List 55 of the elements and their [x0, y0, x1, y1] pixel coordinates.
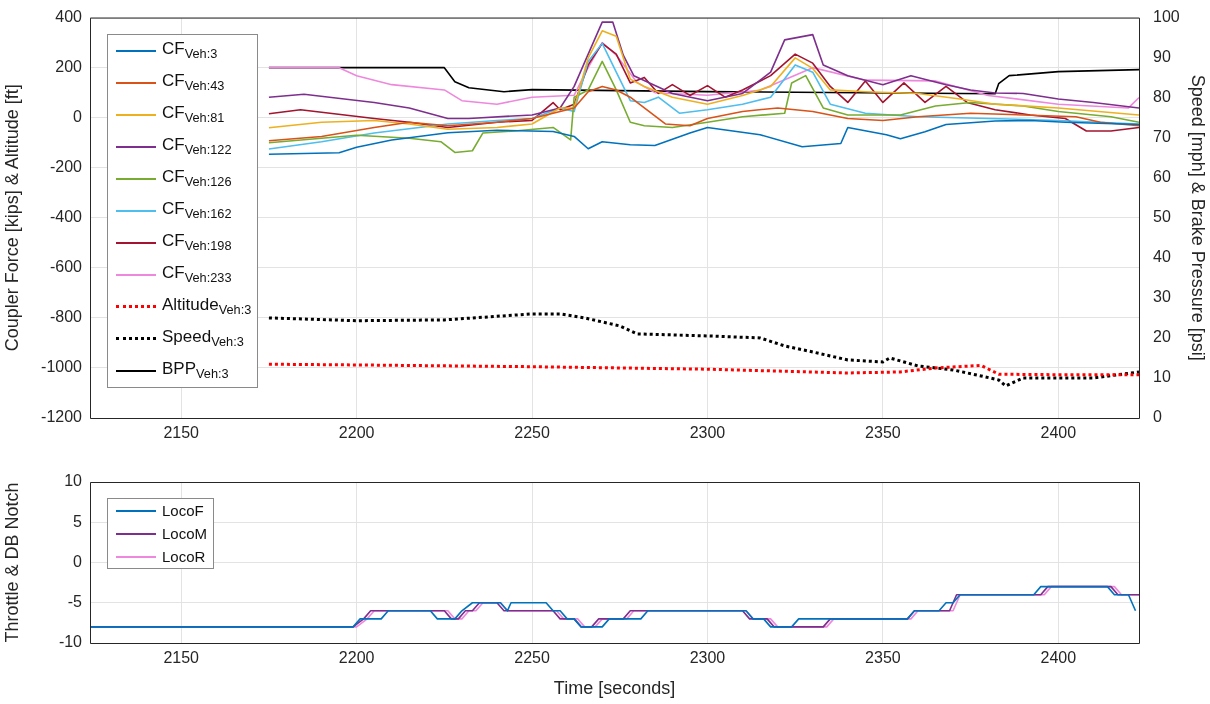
y-tick-label: 400 — [55, 8, 83, 26]
legend-label: CF$_{Veh:122}$ — [162, 135, 233, 158]
x-tick-label: 2350 — [865, 649, 901, 667]
legend-label: LocoF — [162, 502, 205, 519]
x-tick-label: 2200 — [338, 649, 375, 667]
x-tick-label: 2400 — [1040, 424, 1077, 442]
y-tick-label: 5 — [73, 512, 83, 530]
legend-label: CF$_{Veh:233}$ — [162, 263, 233, 286]
y-tick-label: 200 — [55, 58, 83, 76]
y2-tick-label: 60 — [1153, 168, 1171, 186]
y-tick-label: -200 — [49, 158, 83, 176]
y-tick-label: 0 — [73, 108, 83, 126]
legend-label: CF$_{Veh:126}$ — [162, 167, 233, 190]
legend-label: CF$_{Veh:162}$ — [162, 199, 233, 222]
y-axis-title: Coupler Force [kips] & Altitude [ft] — [1, 84, 22, 352]
x-tick-label: 2150 — [163, 424, 200, 442]
x-tick-label: 2250 — [514, 424, 550, 442]
y2-axis-title: Speed [mph] & Brake Pressure [psi] — [1188, 74, 1209, 361]
x-tick-label: 2400 — [1040, 649, 1077, 667]
x-tick-label: 2200 — [338, 424, 375, 442]
y-tick-label: 0 — [73, 552, 83, 570]
legend-label: CF$_{Veh:3}$ — [162, 39, 219, 62]
y-tick-label: -600 — [49, 258, 83, 276]
y-tick-label: -400 — [49, 208, 83, 226]
x-tick-label: 2250 — [514, 649, 550, 667]
y2-tick-label: 100 — [1153, 8, 1180, 26]
legend-label: LocoR — [162, 548, 207, 565]
legend-label: CF$_{Veh:81}$ — [162, 103, 226, 126]
y-axis-title: Throttle & DB Notch — [1, 482, 22, 643]
legend-label: CF$_{Veh:43}$ — [162, 71, 226, 94]
x-tick-label: 2300 — [689, 424, 726, 442]
y2-tick-label: 10 — [1153, 368, 1171, 386]
y2-tick-label: 30 — [1153, 288, 1171, 306]
y2-tick-label: 70 — [1153, 128, 1171, 146]
y2-tick-label: 90 — [1153, 48, 1171, 66]
y-tick-label: -800 — [49, 308, 83, 326]
y-tick-label: -1000 — [41, 358, 83, 376]
x-tick-label: 2300 — [689, 649, 726, 667]
y-tick-label: -5 — [67, 593, 83, 611]
legend-label: CF$_{Veh:198}$ — [162, 231, 233, 254]
x-tick-label: 2350 — [865, 424, 901, 442]
y2-tick-label: 40 — [1153, 248, 1171, 266]
y-tick-label: 10 — [64, 472, 83, 490]
y2-tick-label: 0 — [1153, 408, 1162, 426]
y2-tick-label: 50 — [1153, 208, 1171, 226]
y-tick-label: -1200 — [41, 408, 83, 426]
x-axis-title: Time [seconds] — [553, 678, 676, 699]
legend-label: BPP$_{Veh:3}$ — [162, 359, 230, 382]
legend-label: Speed$_{Veh:3}$ — [162, 327, 245, 350]
y2-tick-label: 20 — [1153, 328, 1171, 346]
legend-label: LocoM — [162, 525, 209, 542]
x-tick-label: 2150 — [163, 649, 200, 667]
legend-label: Altitude$_{Veh:3}$ — [162, 295, 253, 318]
y-tick-label: -10 — [58, 633, 83, 651]
y2-tick-label: 80 — [1153, 88, 1171, 106]
